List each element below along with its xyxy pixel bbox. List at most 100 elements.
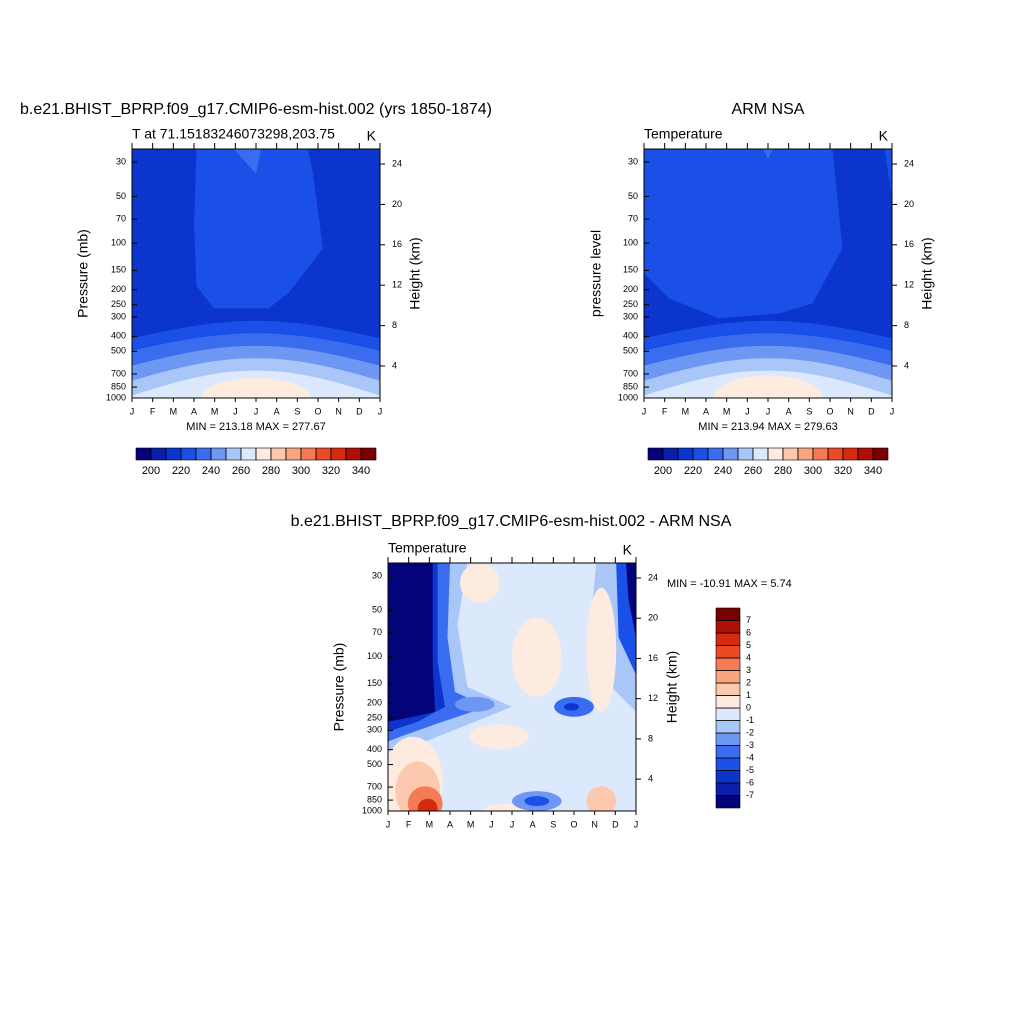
x-tick-label: A [274,406,280,416]
y-tick-label: 500 [367,759,382,769]
colorbar-box [210,447,227,461]
x-tick-label: J [510,819,515,829]
contour-fill [626,563,636,638]
x-tick-label: M [467,819,475,829]
colorbar-box [255,447,272,461]
colorbar-label: 320 [322,465,340,477]
x-tick-label: D [868,406,875,416]
contour-fill [459,563,500,603]
y-tick-label: 30 [116,156,126,166]
colorbar-box [692,447,709,461]
x-tick-label: J [745,406,750,416]
colorbar-label: 220 [172,465,190,477]
y2-tick-label: 24 [648,572,658,582]
x-tick-label: J [233,406,238,416]
colorbar-box [715,757,741,771]
colorbar-label: 300 [292,465,310,477]
y-tick-label: 150 [111,265,126,275]
colorbar-label: 240 [202,465,220,477]
contour-fill [233,149,261,174]
colorbar-box [752,447,769,461]
y-tick-label: 850 [367,794,382,804]
right-string: K [623,542,633,558]
y-tick-label: 300 [111,311,126,321]
colorbar-label: 5 [746,640,751,650]
contour-fill [713,375,823,398]
y2-tick-label: 20 [904,199,914,209]
colorbar-box [715,670,741,684]
x-tick-label: J [130,406,135,416]
colorbar-box [180,447,197,461]
contour-fill [763,149,773,159]
panel-title: ARM NSA [732,101,805,118]
colorbar-label: -2 [746,727,754,737]
contour-fill [644,149,892,344]
x-tick-label: M [211,406,219,416]
colorbar-label: 6 [746,627,751,637]
colorbar: 200 220 240 260 280 300 320 340 [135,447,377,477]
y-tick-label: 700 [623,368,638,378]
colorbar-box [715,770,741,784]
min-max: MIN = 213.18 MAX = 277.67 [186,421,325,433]
y-tick-label: 400 [111,331,126,341]
colorbar-box [330,447,347,461]
y-tick-label: 50 [116,191,126,201]
left-string: Temperature [388,540,467,556]
x-tick-label: S [806,406,812,416]
colorbar-label: 240 [714,465,732,477]
y2-tick-label: 8 [392,320,397,330]
y-tick-label: 1000 [106,392,126,402]
x-tick-label: D [356,406,363,416]
x-tick-label: J [378,406,383,416]
colorbar-label: 220 [684,465,702,477]
contour-fill [469,724,530,749]
colorbar-box [285,447,302,461]
y-tick-label: 250 [367,712,382,722]
y2-tick-label: 20 [392,199,402,209]
y2-tick-label: 12 [648,693,658,703]
x-tick-label: A [786,406,792,416]
y-tick-label: 700 [367,781,382,791]
contour-fill [417,798,438,811]
y2-tick-label: 4 [392,360,397,370]
y2-axis-label: Height (km) [664,651,680,723]
colorbar-box [715,795,741,809]
y2-tick-label: 24 [392,158,402,168]
colorbar: -7 -6 -5 -4 -3 -2 -1 0 1 2 3 4 5 6 7 [715,607,754,809]
contour-field [644,149,892,398]
panel-title: b.e21.BHIST_BPRP.f09_g17.CMIP6-esm-hist.… [20,101,492,118]
colorbar-label: -5 [746,765,754,775]
y2-tick-label: 4 [648,773,653,783]
colorbar-box [715,620,741,634]
colorbar-box [715,657,741,671]
y2-tick-label: 12 [392,280,402,290]
colorbar-label: 200 [142,465,160,477]
x-tick-label: J [489,819,494,829]
y-tick-label: 250 [623,299,638,309]
contour-fill [132,149,380,344]
x-tick-label: D [612,819,619,829]
min-max: MIN = -10.91 MAX = 5.74 [667,578,792,590]
y2-tick-label: 20 [648,613,658,623]
colorbar-label: 340 [352,465,370,477]
contour-fill [388,563,436,722]
y-tick-label: 1000 [362,805,382,815]
colorbar-box [715,732,741,746]
x-tick-label: N [847,406,854,416]
colorbar-box [715,645,741,659]
contour-fill [586,587,617,712]
panel-title: b.e21.BHIST_BPRP.f09_g17.CMIP6-esm-hist.… [291,513,732,530]
colorbar: 200 220 240 260 280 300 320 340 [647,447,889,477]
y2-tick-label: 16 [648,653,658,663]
colorbar-box [827,447,844,461]
y-tick-label: 50 [628,191,638,201]
contour-fill [454,696,495,712]
y-tick-label: 100 [367,651,382,661]
x-tick-label: O [570,819,577,829]
x-tick-label: S [550,819,556,829]
y-tick-label: 500 [623,346,638,356]
colorbar-label: 1 [746,690,751,700]
contour-fill [512,617,562,697]
x-tick-label: M [723,406,731,416]
colorbar-label: 280 [774,465,792,477]
